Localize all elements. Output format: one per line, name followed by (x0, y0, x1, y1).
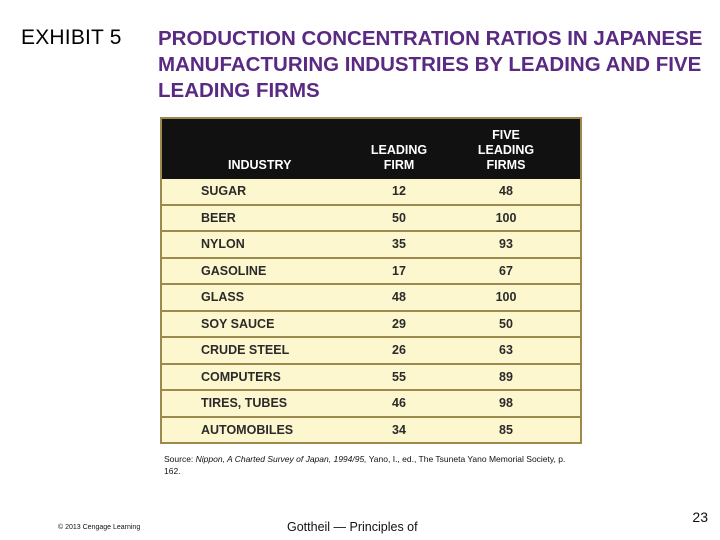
cell-leading-firm: 55 (392, 369, 406, 384)
cell-leading-firm: 48 (392, 290, 406, 304)
cell-five-leading: 67 (499, 263, 513, 278)
cell-five-leading: 48 (499, 184, 513, 198)
cell-industry: CRUDE STEEL (201, 343, 290, 357)
cell-industry: SUGAR (201, 184, 247, 198)
cell-industry: GLASS (201, 290, 245, 304)
footer-text: Gottheil — Principles of (287, 520, 418, 534)
cell-industry: BEER (201, 210, 236, 225)
header-five-line3: FIRMS (486, 158, 526, 172)
cell-leading-firm: 26 (392, 343, 406, 357)
cell-five-leading: 85 (499, 422, 513, 437)
table-row: SUGAR 12 48 (162, 179, 580, 204)
header-five-line2: LEADING (477, 143, 535, 157)
header-five-line1: FIVE (492, 128, 520, 142)
cell-five-leading: 63 (499, 343, 513, 357)
cell-five-leading: 100 (495, 210, 517, 225)
table-row: SOY SAUCE 29 50 (162, 311, 580, 336)
table-row: CRUDE STEEL 26 63 (162, 338, 580, 363)
cell-industry: COMPUTERS (201, 369, 281, 384)
source-title: Nippon, A Charted Survey of Japan, 1994/… (195, 454, 367, 464)
table-row: GLASS 48 100 (162, 285, 580, 310)
cell-leading-firm: 12 (392, 184, 406, 198)
table-body: SUGAR 12 48 BEER 50 100 NYLON 35 93 GASO… (162, 179, 580, 442)
table-row: COMPUTERS 55 89 (162, 364, 580, 389)
table-header: INDUSTRY LEADING FIRM FIVE LEADING FIRMS (162, 119, 580, 179)
cell-industry: NYLON (201, 237, 245, 251)
cell-five-leading: 50 (499, 316, 513, 331)
cell-five-leading: 100 (495, 290, 517, 304)
table-row: TIRES, TUBES 46 98 (162, 391, 580, 416)
cell-five-leading: 89 (499, 369, 513, 384)
cell-leading-firm: 50 (392, 210, 406, 225)
cell-five-leading: 98 (499, 396, 513, 410)
cell-industry: TIRES, TUBES (201, 396, 288, 410)
table-row: AUTOMOBILES 34 85 (162, 417, 580, 442)
table-row: GASOLINE 17 67 (162, 258, 580, 283)
copyright: © 2013 Cengage Learning (58, 524, 141, 531)
cell-industry: SOY SAUCE (201, 316, 275, 331)
source-note: Source: Nippon, A Charted Survey of Japa… (164, 454, 584, 477)
page-number: 23 (692, 509, 708, 525)
cell-leading-firm: 35 (392, 237, 406, 251)
cell-leading-firm: 17 (392, 263, 406, 278)
cell-industry: GASOLINE (201, 263, 267, 278)
cell-leading-firm: 46 (392, 396, 406, 410)
concentration-table: INDUSTRY LEADING FIRM FIVE LEADING FIRMS… (160, 117, 582, 444)
table-row: NYLON 35 93 (162, 232, 580, 257)
header-leading-firm: LEADING FIRM (362, 143, 436, 173)
source-prefix: Source: (164, 454, 196, 464)
slide-title: PRODUCTION CONCENTRATION RATIOS IN JAPAN… (158, 27, 703, 102)
cell-leading-firm: 34 (392, 422, 406, 437)
header-industry: INDUSTRY (228, 158, 292, 172)
source-rest: Yano, I., ed., The Tsuneta Yano Memorial… (164, 454, 566, 476)
header-leading-line1: LEADING (370, 143, 428, 157)
header-five-leading-firms: FIVE LEADING FIRMS (466, 128, 546, 173)
cell-leading-firm: 29 (392, 316, 406, 331)
table-row: BEER 50 100 (162, 205, 580, 230)
header-leading-line2: FIRM (383, 158, 415, 172)
cell-five-leading: 93 (499, 237, 513, 251)
cell-industry: AUTOMOBILES (201, 422, 294, 437)
exhibit-label: EXHIBIT 5 (21, 26, 122, 49)
